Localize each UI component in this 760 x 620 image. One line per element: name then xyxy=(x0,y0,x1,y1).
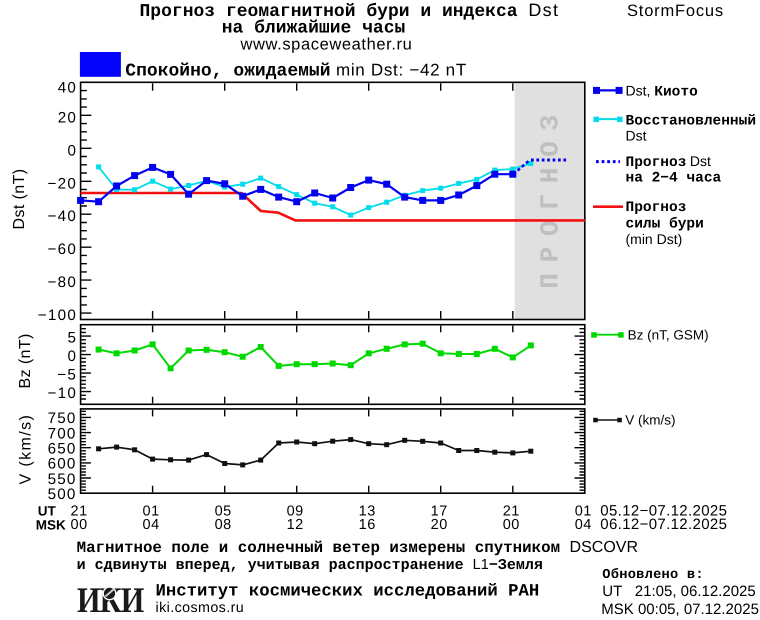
svg-text:00: 00 xyxy=(503,517,520,533)
svg-text:700: 700 xyxy=(48,425,77,442)
svg-text:04: 04 xyxy=(575,517,592,533)
svg-text:20: 20 xyxy=(58,109,78,126)
svg-text:UT 21:05, 06.12.2025: UT 21:05, 06.12.2025 xyxy=(602,583,755,600)
svg-text:0: 0 xyxy=(67,142,77,159)
svg-text:16: 16 xyxy=(359,517,376,533)
svg-text:на 2−4 часа: на 2−4 часа xyxy=(626,171,722,187)
svg-text:21: 21 xyxy=(71,503,88,519)
svg-text:Dst (nT): Dst (nT) xyxy=(11,169,28,230)
svg-text:05: 05 xyxy=(215,503,232,519)
svg-text:01: 01 xyxy=(143,503,160,519)
svg-text:13: 13 xyxy=(359,503,376,519)
svg-text:−20: −20 xyxy=(48,175,78,192)
svg-text:40: 40 xyxy=(58,79,78,96)
svg-text:(min Dst): (min Dst) xyxy=(626,231,683,247)
svg-text:на ближайшие часы: на ближайшие часы xyxy=(222,19,406,39)
svg-text:650: 650 xyxy=(48,441,77,458)
svg-text:ПРОГНОЗ: ПРОГНОЗ xyxy=(536,104,566,289)
svg-text:20: 20 xyxy=(431,517,448,533)
svg-text:09: 09 xyxy=(287,503,304,519)
svg-text:0: 0 xyxy=(67,348,77,365)
svg-text:StormFocus: StormFocus xyxy=(627,2,724,20)
svg-text:750: 750 xyxy=(48,410,77,427)
svg-text:Спокойно, ожидаемый min Dst: −: Спокойно, ожидаемый min Dst: −42 nT xyxy=(125,60,467,81)
svg-text:Обновлено в:: Обновлено в: xyxy=(602,567,704,583)
svg-text:08: 08 xyxy=(215,517,232,533)
svg-text:Восстановленный: Восстановленный xyxy=(626,113,757,129)
svg-text:5: 5 xyxy=(67,329,77,346)
svg-text:12: 12 xyxy=(287,517,304,533)
svg-text:и сдвинуты вперед, учитывая ра: и сдвинуты вперед, учитывая распростране… xyxy=(77,557,543,574)
svg-text:Институт космических исследова: Институт космических исследований РАН xyxy=(156,583,540,602)
svg-text:−5: −5 xyxy=(57,366,77,383)
svg-text:−100: −100 xyxy=(38,307,77,324)
svg-text:06.12−07.12.2025: 06.12−07.12.2025 xyxy=(600,516,727,533)
svg-text:−40: −40 xyxy=(48,208,78,225)
svg-text:MSK: MSK xyxy=(36,517,66,532)
svg-text:−60: −60 xyxy=(48,241,78,258)
svg-text:Прогноз: Прогноз xyxy=(626,200,687,216)
svg-text:Магнитное поле и солнечный вет: Магнитное поле и солнечный ветер измерен… xyxy=(77,539,638,557)
svg-text:21: 21 xyxy=(503,503,520,519)
svg-text:17: 17 xyxy=(431,503,448,519)
svg-text:iki.cosmos.ru: iki.cosmos.ru xyxy=(156,600,245,616)
svg-text:Dst: Dst xyxy=(626,127,647,143)
svg-text:600: 600 xyxy=(48,456,77,473)
svg-text:−10: −10 xyxy=(48,385,78,402)
svg-text:550: 550 xyxy=(48,471,77,488)
svg-text:05.12−07.12.2025: 05.12−07.12.2025 xyxy=(600,502,727,519)
svg-text:силы бури: силы бури xyxy=(626,216,704,232)
svg-text:Прогноз геомагнитной бури и ин: Прогноз геомагнитной бури и индекса Dst xyxy=(140,0,560,22)
svg-text:V (km/s): V (km/s) xyxy=(625,412,675,427)
svg-text:MSK 00:05, 07.12.2025: MSK 00:05, 07.12.2025 xyxy=(601,601,759,618)
svg-text:500: 500 xyxy=(48,486,77,503)
svg-text:www.spaceweather.ru: www.spaceweather.ru xyxy=(240,36,413,54)
svg-text:V (km/s): V (km/s) xyxy=(18,414,35,485)
svg-text:04: 04 xyxy=(143,517,160,533)
svg-text:01: 01 xyxy=(575,503,592,519)
svg-text:Dst, Киото: Dst, Киото xyxy=(626,82,699,100)
svg-text:00: 00 xyxy=(71,517,88,533)
svg-text:UT: UT xyxy=(38,504,57,519)
svg-text:−80: −80 xyxy=(48,274,78,291)
svg-text:Bz (nT): Bz (nT) xyxy=(17,333,34,388)
svg-text:Bz (nT, GSM): Bz (nT, GSM) xyxy=(628,327,709,342)
